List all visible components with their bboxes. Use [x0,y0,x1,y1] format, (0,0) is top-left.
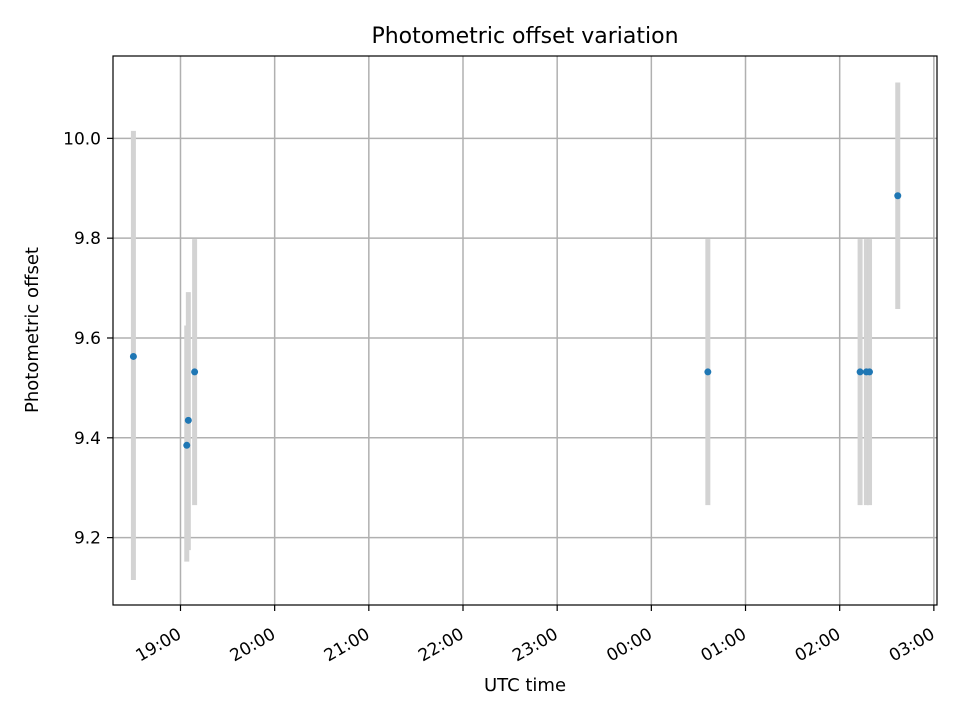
x-tick-label: 20:00 [227,624,279,666]
grid-layer [113,56,937,605]
data-point [704,368,712,376]
x-axis-label: UTC time [484,675,566,696]
data-point [184,416,192,424]
errorbar-layer [130,82,901,581]
point-layer [129,192,902,449]
data-point [866,368,874,376]
data-point [129,352,137,360]
x-tick-label: 23:00 [509,624,561,666]
data-point [183,441,191,449]
x-tick-label: 00:00 [603,624,655,666]
x-axis-ticks: 19:00 20:00 21:00 22:00 23:00 00:00 01:00 02:00… [133,605,938,666]
x-tick-label: 03:00 [886,624,938,666]
y-axis-label: Photometric offset [22,247,43,413]
y-tick-label: 9.6 [74,329,101,349]
data-point [856,368,864,376]
y-tick-label: 9.8 [74,229,101,249]
plot-frame [112,55,938,606]
x-tick-label: 22:00 [415,624,467,666]
x-tick-label: 02:00 [792,624,844,666]
x-tick-label: 21:00 [321,624,373,666]
y-tick-label: 9.4 [74,429,101,449]
data-point [191,368,199,376]
data-point [894,192,902,200]
x-tick-label: 19:00 [133,624,185,666]
y-tick-label: 9.2 [74,529,101,549]
chart-title: Photometric offset variation [371,24,678,49]
x-tick-label: 01:00 [698,624,750,666]
y-tick-label: 10.0 [63,129,101,149]
y-axis-ticks: 9.2 9.4 9.6 9.8 10.0 [63,129,113,549]
